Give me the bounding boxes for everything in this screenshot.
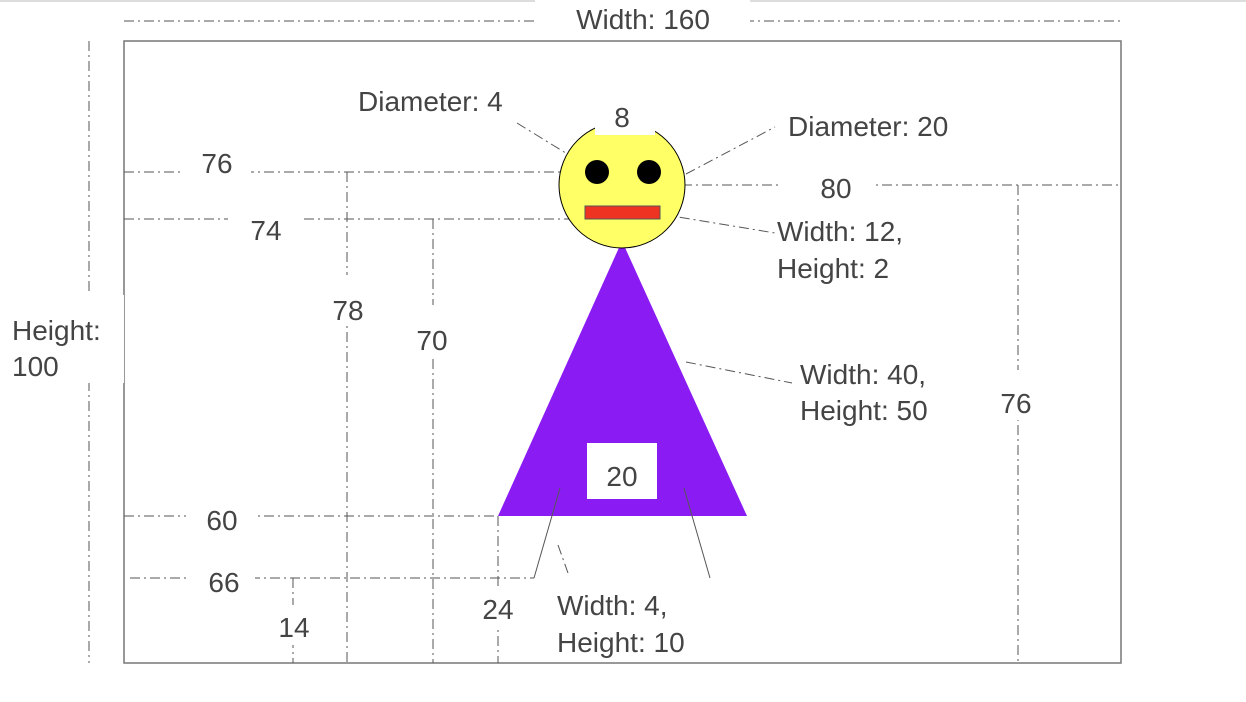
label-legs-bottom-y: 66	[208, 567, 239, 598]
mouth	[584, 205, 661, 220]
label-height-total-1: Height:	[12, 315, 101, 346]
label-body-size-1: Width: 40,	[800, 359, 926, 390]
right-eye	[637, 160, 661, 184]
label-mouth-y: 74	[250, 215, 281, 246]
label-eye-spacing: 8	[614, 102, 630, 133]
body-triangle	[498, 241, 747, 516]
labels: Width: 160 Height: 100 Diameter: 4 8 Dia…	[12, 4, 1032, 658]
head-circle	[558, 121, 686, 249]
label-backgrounds	[0, 0, 1051, 645]
label-mouth-size-2: Height: 2	[777, 253, 889, 284]
label-eye-y: 76	[201, 148, 232, 179]
right-leg	[683, 487, 711, 579]
label-mouth-x: 70	[416, 325, 447, 356]
label-leg-size-1: Width: 4,	[557, 590, 667, 621]
figure	[498, 121, 747, 579]
label-mouth-size-1: Width: 12,	[777, 216, 903, 247]
label-eye-diameter: Diameter: 4	[358, 86, 503, 117]
label-body-size-2: Height: 50	[800, 395, 928, 426]
label-leg-size-2: Height: 10	[557, 627, 685, 658]
label-legs-gap: 20	[606, 461, 637, 492]
label-width-total: Width: 160	[576, 4, 710, 35]
left-eye	[585, 160, 609, 184]
label-body-bottom-y: 60	[206, 505, 237, 536]
label-eye-x: 78	[332, 295, 363, 326]
label-head-diameter: Diameter: 20	[788, 111, 948, 142]
label-right-height: 76	[1000, 388, 1031, 419]
label-left-leg-x: 14	[278, 612, 309, 643]
label-height-total-2: 100	[12, 351, 59, 382]
left-leg	[533, 487, 561, 579]
label-head-center-x: 80	[820, 173, 851, 204]
label-body-left-x: 24	[482, 594, 513, 625]
leader-lines	[516, 122, 793, 574]
